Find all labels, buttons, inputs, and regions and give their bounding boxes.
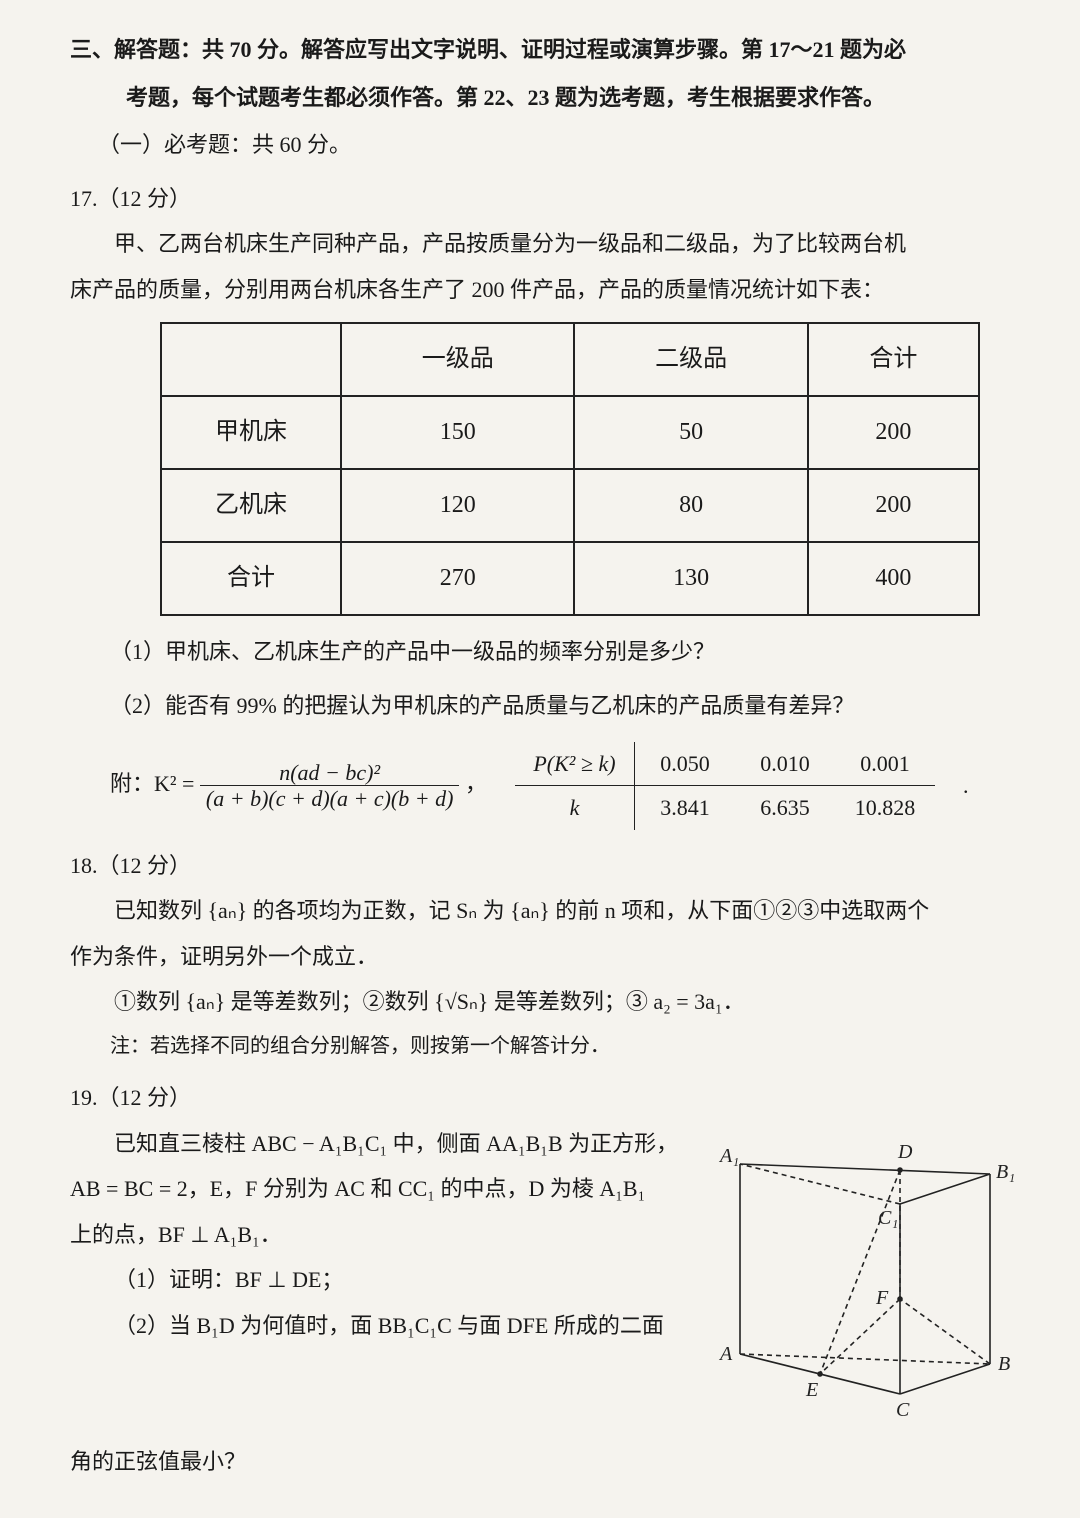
section-header-text-1: 三、解答题：共 70 分。解答应写出文字说明、证明过程或演算步骤。第 17～21… xyxy=(70,37,906,62)
k-cell: P(K² ≥ k) xyxy=(515,742,635,786)
q19-p3: 上的点，BF ⊥ A₁B₁． xyxy=(70,1215,680,1255)
question-19: 19.（12 分） 已知直三棱柱 ABC − A₁B₁C₁ 中，侧面 AA₁B₁… xyxy=(70,1078,1030,1482)
q19-text-block: 已知直三棱柱 ABC − A₁B₁C₁ 中，侧面 AA₁B₁B 为正方形， AB… xyxy=(70,1118,680,1352)
k-cell: 3.841 xyxy=(635,785,735,830)
q17-p1: 甲、乙两台机床生产同种产品，产品按质量分为一级品和二级品，为了比较两台机 xyxy=(70,224,1030,264)
formula-prefix-text: 附：K² = xyxy=(110,771,200,796)
k-table-header-row: P(K² ≥ k) 0.050 0.010 0.001 xyxy=(515,742,935,786)
formula-prefix: 附：K² = n(ad − bc)² (a + b)(c + d)(a + c)… xyxy=(110,760,487,812)
k-cell: 10.828 xyxy=(835,785,935,830)
k-cell: k xyxy=(515,785,635,830)
table-cell: 甲机床 xyxy=(161,396,341,469)
table-cell: 乙机床 xyxy=(161,469,341,542)
table-row: 甲机床 150 50 200 xyxy=(161,396,979,469)
table-row: 一级品 二级品 合计 xyxy=(161,323,979,396)
q18-p2: 作为条件，证明另外一个成立． xyxy=(70,937,1030,977)
label-B1: B₁ xyxy=(996,1161,1015,1183)
q19-number: 19.（12 分） xyxy=(70,1078,1030,1118)
table-cell: 一级品 xyxy=(341,323,574,396)
label-A1: A₁ xyxy=(718,1145,739,1167)
label-E: E xyxy=(805,1379,818,1401)
label-F: F xyxy=(875,1287,889,1309)
k-cell: 6.635 xyxy=(735,785,835,830)
k-table-value-row: k 3.841 6.635 10.828 xyxy=(515,785,935,830)
label-B: B xyxy=(998,1353,1010,1375)
q19-p4: 角的正弦值最小？ xyxy=(70,1442,1030,1482)
section-header-line1: 三、解答题：共 70 分。解答应写出文字说明、证明过程或演算步骤。第 17～21… xyxy=(70,30,1030,70)
k-cell: 0.001 xyxy=(835,742,935,786)
formula-period: . xyxy=(963,766,969,806)
table-row: 合计 270 130 400 xyxy=(161,542,979,615)
table-cell: 合计 xyxy=(808,323,979,396)
table-cell: 合计 xyxy=(161,542,341,615)
k-cell: 0.010 xyxy=(735,742,835,786)
k-table: P(K² ≥ k) 0.050 0.010 0.001 k 3.841 6.63… xyxy=(515,742,935,830)
table-cell: 200 xyxy=(808,469,979,542)
table-cell: 400 xyxy=(808,542,979,615)
fraction-numerator: n(ad − bc)² xyxy=(273,760,386,785)
q19-figure: A₁ D B₁ C₁ F A B E C xyxy=(700,1118,1030,1437)
q17-sub2: （2）能否有 99% 的把握认为甲机床的产品质量与乙机床的产品质量有差异？ xyxy=(70,686,1030,726)
table-cell: 150 xyxy=(341,396,574,469)
section-header-text-2: 考题，每个试题考生都必须作答。第 22、23 题为选考题，考生根据要求作答。 xyxy=(126,85,885,110)
table-cell: 200 xyxy=(808,396,979,469)
subsection-text: （一）必考题：共 60 分。 xyxy=(98,132,351,157)
formula-suffix: ， xyxy=(465,771,487,796)
q19-p1: 已知直三棱柱 ABC − A₁B₁C₁ 中，侧面 AA₁B₁B 为正方形， xyxy=(70,1124,680,1164)
q17-number: 17.（12 分） xyxy=(70,179,1030,219)
q19-p2: AB = BC = 2，E，F 分别为 AC 和 CC₁ 的中点，D 为棱 A₁… xyxy=(70,1169,680,1209)
q19-sub1: （1）证明：BF ⊥ DE； xyxy=(70,1260,680,1300)
prism-diagram-icon: A₁ D B₁ C₁ F A B E C xyxy=(700,1124,1030,1424)
k-cell: 0.050 xyxy=(635,742,735,786)
section-header-line2: 考题，每个试题考生都必须作答。第 22、23 题为选考题，考生根据要求作答。 xyxy=(70,78,1030,118)
table-cell: 二级品 xyxy=(574,323,807,396)
table-cell: 120 xyxy=(341,469,574,542)
subsection-header: （一）必考题：共 60 分。 xyxy=(70,125,1030,165)
table-cell: 130 xyxy=(574,542,807,615)
table-cell: 270 xyxy=(341,542,574,615)
fraction-denominator: (a + b)(c + d)(a + c)(b + d) xyxy=(200,785,460,811)
fraction: n(ad − bc)² (a + b)(c + d)(a + c)(b + d) xyxy=(200,760,460,812)
q18-number: 18.（12 分） xyxy=(70,846,1030,886)
q18-note: 注：若选择不同的组合分别解答，则按第一个解答计分． xyxy=(70,1028,1030,1064)
table-cell xyxy=(161,323,341,396)
q18-p1: 已知数列 {aₙ} 的各项均为正数，记 Sₙ 为 {aₙ} 的前 n 项和，从下… xyxy=(70,891,1030,931)
q18-p3: ①数列 {aₙ} 是等差数列；②数列 {√Sₙ} 是等差数列；③ a₂ = 3a… xyxy=(70,982,1030,1022)
label-C: C xyxy=(896,1399,910,1421)
q17-table: 一级品 二级品 合计 甲机床 150 50 200 乙机床 120 80 200… xyxy=(160,322,980,617)
table-cell: 80 xyxy=(574,469,807,542)
label-D: D xyxy=(897,1141,913,1163)
q17-p2: 床产品的质量，分别用两台机床各生产了 200 件产品，产品的质量情况统计如下表： xyxy=(70,270,1030,310)
table-cell: 50 xyxy=(574,396,807,469)
label-C1: C₁ xyxy=(878,1207,898,1229)
question-18: 18.（12 分） 已知数列 {aₙ} 的各项均为正数，记 Sₙ 为 {aₙ} … xyxy=(70,846,1030,1064)
table-row: 乙机床 120 80 200 xyxy=(161,469,979,542)
q19-sub2: （2）当 B₁D 为何值时，面 BB₁C₁C 与面 DFE 所成的二面 xyxy=(70,1306,680,1346)
q17-sub1: （1）甲机床、乙机床生产的产品中一级品的频率分别是多少？ xyxy=(70,632,1030,672)
question-17: 17.（12 分） 甲、乙两台机床生产同种产品，产品按质量分为一级品和二级品，为… xyxy=(70,179,1030,830)
q17-formula-row: 附：K² = n(ad − bc)² (a + b)(c + d)(a + c)… xyxy=(110,742,1030,830)
label-A: A xyxy=(718,1343,733,1365)
